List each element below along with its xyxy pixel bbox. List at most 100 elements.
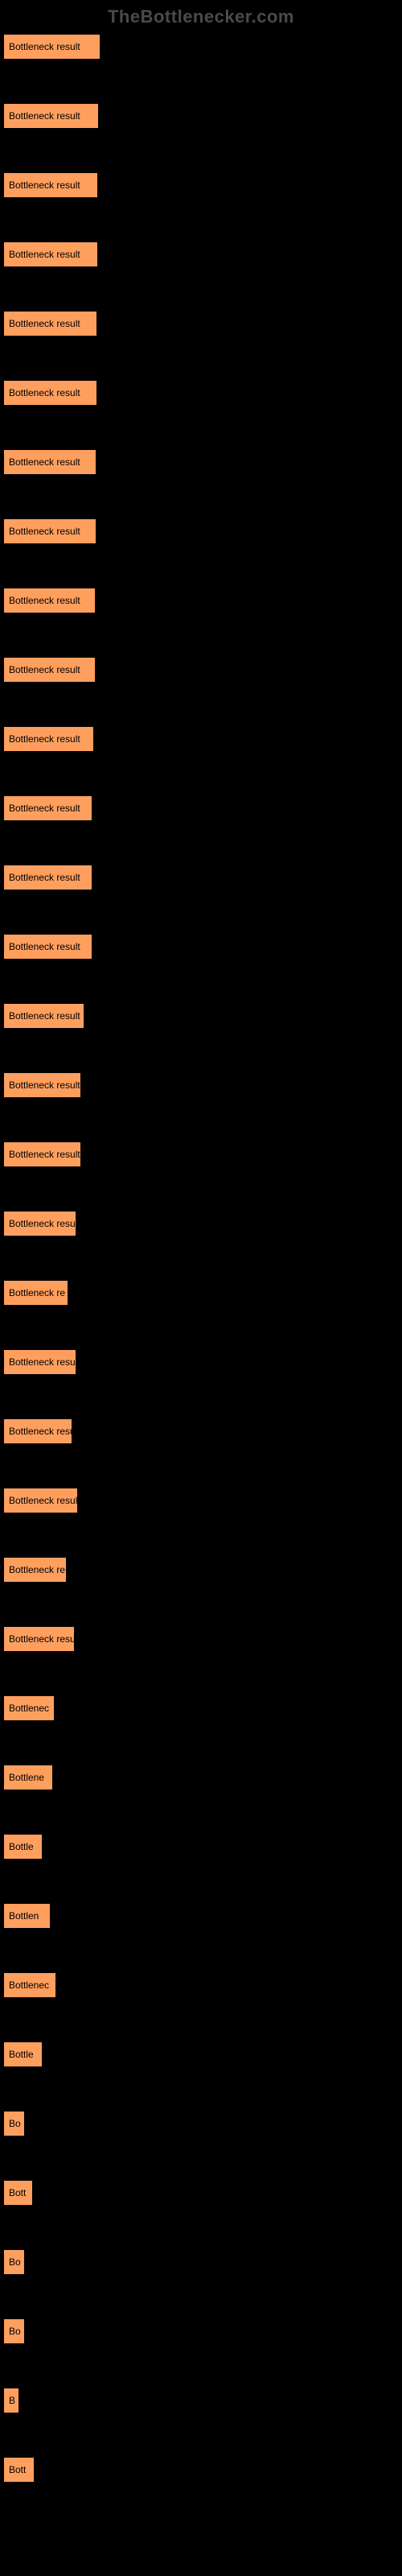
bar-row: Bottlenec bbox=[3, 1695, 399, 1721]
bar: Bottleneck result bbox=[3, 865, 92, 890]
bar: Bottleneck result bbox=[3, 1211, 76, 1236]
bar: Bott bbox=[3, 2457, 35, 2483]
bar-row: Bottleneck result bbox=[3, 242, 399, 267]
bar-label: Bottleneck result bbox=[9, 526, 80, 537]
bar: Bottlenec bbox=[3, 1972, 56, 1998]
bar-row: Bottleneck result bbox=[3, 1349, 399, 1375]
bar-row: Bottleneck result bbox=[3, 795, 399, 821]
bar: Bo bbox=[3, 2249, 25, 2275]
bar-row: Bottleneck result bbox=[3, 726, 399, 752]
bar-row: Bottlenec bbox=[3, 1972, 399, 1998]
bar-row: Bottleneck result bbox=[3, 588, 399, 613]
bar-row: Bottleneck re bbox=[3, 1280, 399, 1306]
bar: Bottleneck result bbox=[3, 934, 92, 960]
bar: Bottleneck result bbox=[3, 34, 100, 60]
bar-label: Bo bbox=[9, 2326, 21, 2337]
bar: Bottle bbox=[3, 2041, 43, 2067]
bar-label: Bottleneck result bbox=[9, 41, 80, 52]
bar: Bo bbox=[3, 2111, 25, 2136]
bar: Bottleneck result bbox=[3, 380, 97, 406]
bar-label: Bottle bbox=[9, 2049, 34, 2060]
bar: Bottleneck result bbox=[3, 1072, 81, 1098]
bar-label: Bottleneck result bbox=[9, 318, 80, 329]
bar-row: Bottleneck result bbox=[3, 1211, 399, 1236]
bar-row: Bott bbox=[3, 2457, 399, 2483]
bar-label: Bottleneck resul bbox=[9, 1633, 75, 1645]
bar: Bottle bbox=[3, 1834, 43, 1860]
bar-chart: Bottleneck result Bottleneck result Bottle… bbox=[0, 34, 402, 2542]
bar-label: Bottlen bbox=[9, 1910, 39, 1922]
bar-row: Bottleneck result bbox=[3, 1072, 399, 1098]
bar: Bottlenec bbox=[3, 1695, 55, 1721]
bar-row: Bottlen bbox=[3, 1903, 399, 1929]
bar: Bottleneck re bbox=[3, 1280, 68, 1306]
bar-label: Bottleneck re bbox=[9, 1564, 65, 1575]
bar-label: Bottlenec bbox=[9, 1979, 49, 1991]
watermark-text: TheBottlenecker.com bbox=[0, 0, 402, 34]
bar-label: Bottlenec bbox=[9, 1703, 49, 1714]
bar-row: Bottle bbox=[3, 1834, 399, 1860]
bar-row: Bottleneck result bbox=[3, 34, 399, 60]
bar-label: Bottleneck result bbox=[9, 1010, 80, 1022]
bar-label: Bottleneck result bbox=[9, 1495, 78, 1506]
bar-row: Bo bbox=[3, 2249, 399, 2275]
bar: Bottleneck result bbox=[3, 311, 97, 336]
bar: Bott bbox=[3, 2180, 33, 2206]
bar-label: Bottleneck resu bbox=[9, 1426, 72, 1437]
bar: Bottleneck result bbox=[3, 657, 96, 683]
bar-label: Bottleneck result bbox=[9, 1080, 80, 1091]
bar-label: Bott bbox=[9, 2187, 26, 2198]
bar-label: Bott bbox=[9, 2464, 26, 2475]
bar-row: Bo bbox=[3, 2111, 399, 2136]
bar-row: Bottleneck result bbox=[3, 1141, 399, 1167]
bar-label: Bottleneck re bbox=[9, 1287, 65, 1298]
bar-label: Bottlene bbox=[9, 1772, 44, 1783]
bar: Bottleneck result bbox=[3, 172, 98, 198]
bar-label: Bottleneck result bbox=[9, 664, 80, 675]
bar: Bottleneck resu bbox=[3, 1418, 72, 1444]
bar: Bottleneck result bbox=[3, 1141, 81, 1167]
bar-row: Bottleneck result bbox=[3, 1488, 399, 1513]
bar: Bo bbox=[3, 2318, 25, 2344]
bar-label: Bottleneck result bbox=[9, 941, 80, 952]
bar-row: Bottleneck result bbox=[3, 172, 399, 198]
bar: Bottleneck result bbox=[3, 103, 99, 129]
bar: B bbox=[3, 2388, 19, 2413]
bar-row: B bbox=[3, 2388, 399, 2413]
bar-row: Bottleneck resu bbox=[3, 1418, 399, 1444]
bar-label: Bo bbox=[9, 2256, 21, 2268]
bar-row: Bott bbox=[3, 2180, 399, 2206]
bar-row: Bottleneck result bbox=[3, 380, 399, 406]
bar-label: Bottleneck result bbox=[9, 1218, 76, 1229]
bar-label: Bottleneck result bbox=[9, 180, 80, 191]
bar: Bottlen bbox=[3, 1903, 51, 1929]
bar: Bottleneck result bbox=[3, 518, 96, 544]
bar-label: Bottleneck result bbox=[9, 872, 80, 883]
bar-label: Bottleneck result bbox=[9, 595, 80, 606]
bar-row: Bo bbox=[3, 2318, 399, 2344]
bar-label: Bottleneck result bbox=[9, 1149, 80, 1160]
bar: Bottleneck result bbox=[3, 726, 94, 752]
bar: Bottleneck resul bbox=[3, 1626, 75, 1652]
bar: Bottleneck result bbox=[3, 1003, 84, 1029]
bar-row: Bottle bbox=[3, 2041, 399, 2067]
bar-row: Bottleneck result bbox=[3, 311, 399, 336]
bar: Bottleneck result bbox=[3, 1349, 76, 1375]
bar-row: Bottleneck result bbox=[3, 934, 399, 960]
bar-label: Bottleneck result bbox=[9, 1356, 76, 1368]
bar-row: Bottleneck re bbox=[3, 1557, 399, 1583]
bar-row: Bottleneck result bbox=[3, 1003, 399, 1029]
bar-row: Bottleneck result bbox=[3, 865, 399, 890]
bar-row: Bottleneck result bbox=[3, 449, 399, 475]
bar: Bottleneck result bbox=[3, 795, 92, 821]
bar-row: Bottleneck result bbox=[3, 518, 399, 544]
bar-label: B bbox=[9, 2395, 15, 2406]
bar-row: Bottleneck resul bbox=[3, 1626, 399, 1652]
bar-label: Bottleneck result bbox=[9, 249, 80, 260]
bar-row: Bottlene bbox=[3, 1765, 399, 1790]
bar-label: Bottleneck result bbox=[9, 456, 80, 468]
bar-label: Bottle bbox=[9, 1841, 34, 1852]
bar: Bottleneck result bbox=[3, 242, 98, 267]
bar-label: Bo bbox=[9, 2118, 21, 2129]
bar-label: Bottleneck result bbox=[9, 387, 80, 398]
